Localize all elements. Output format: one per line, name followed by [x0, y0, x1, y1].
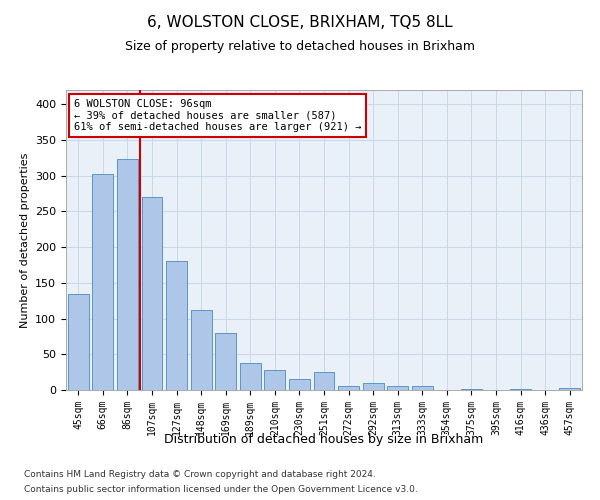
Bar: [240, 363, 261, 390]
Text: 6, WOLSTON CLOSE, BRIXHAM, TQ5 8LL: 6, WOLSTON CLOSE, BRIXHAM, TQ5 8LL: [147, 15, 453, 30]
Bar: [314, 372, 334, 390]
Bar: [559, 388, 580, 390]
Bar: [461, 388, 482, 390]
Text: Contains HM Land Registry data © Crown copyright and database right 2024.: Contains HM Land Registry data © Crown c…: [24, 470, 376, 479]
Text: Contains public sector information licensed under the Open Government Licence v3: Contains public sector information licen…: [24, 485, 418, 494]
Bar: [412, 386, 433, 390]
Bar: [142, 197, 163, 390]
Bar: [191, 310, 212, 390]
Bar: [289, 380, 310, 390]
Bar: [387, 386, 408, 390]
Bar: [166, 262, 187, 390]
Bar: [215, 333, 236, 390]
Text: Size of property relative to detached houses in Brixham: Size of property relative to detached ho…: [125, 40, 475, 53]
Bar: [265, 370, 286, 390]
Bar: [117, 160, 138, 390]
Bar: [92, 174, 113, 390]
Bar: [68, 294, 89, 390]
Bar: [362, 383, 383, 390]
Text: 6 WOLSTON CLOSE: 96sqm
← 39% of detached houses are smaller (587)
61% of semi-de: 6 WOLSTON CLOSE: 96sqm ← 39% of detached…: [74, 99, 361, 132]
Bar: [510, 388, 531, 390]
Text: Distribution of detached houses by size in Brixham: Distribution of detached houses by size …: [164, 432, 484, 446]
Y-axis label: Number of detached properties: Number of detached properties: [20, 152, 29, 328]
Bar: [338, 386, 359, 390]
